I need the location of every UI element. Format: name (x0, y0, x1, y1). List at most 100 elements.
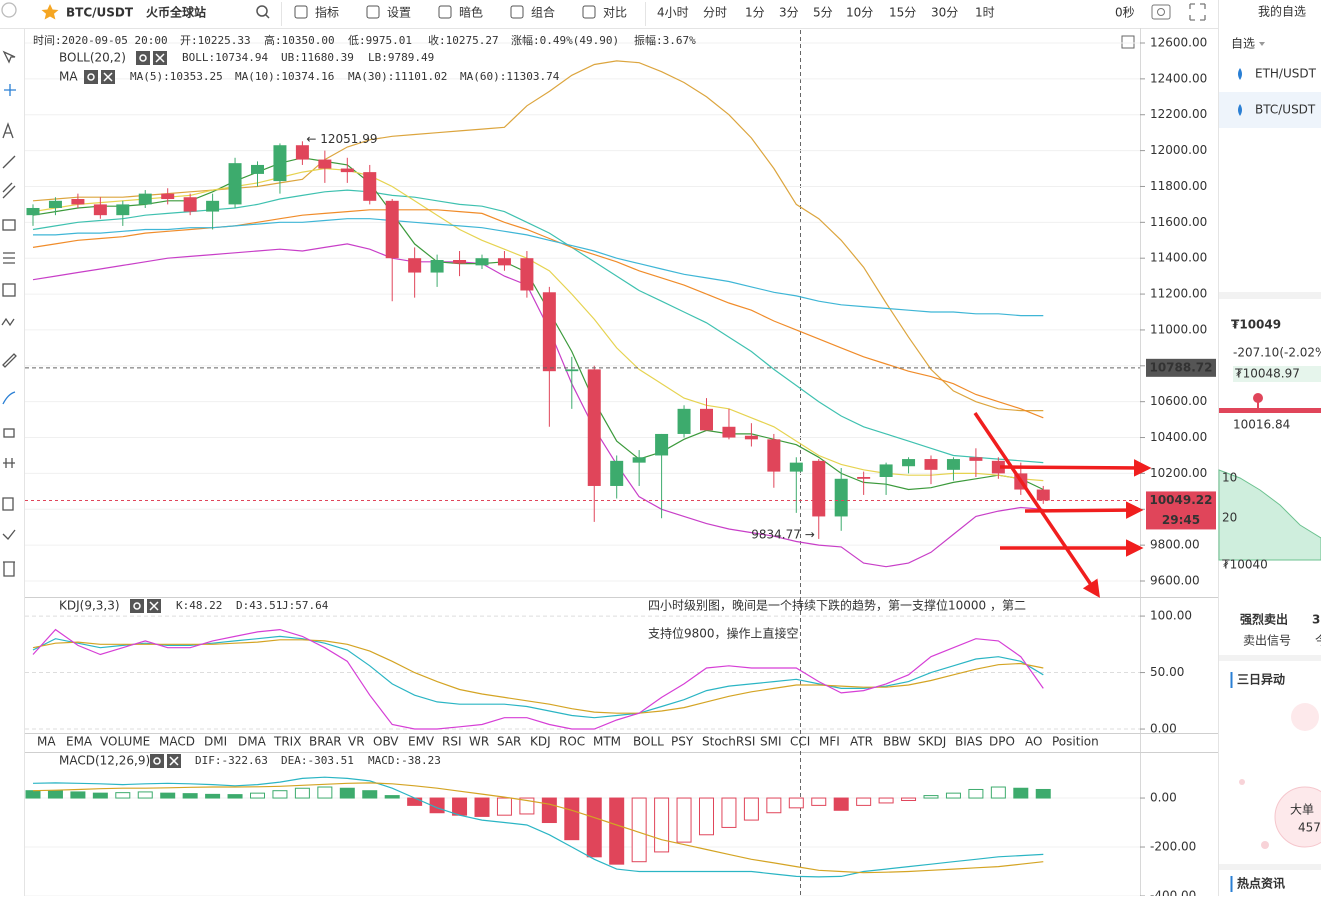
y-tick-label: 9600.00 (1150, 574, 1200, 588)
settings-icon[interactable] (136, 51, 150, 65)
indicator-tab[interactable]: ROC (559, 735, 585, 749)
indicator-tab[interactable]: BOLL (633, 735, 664, 749)
series-line (32, 243, 1044, 568)
toolbar-button[interactable]: 指标 (315, 5, 339, 20)
candle-body (655, 433, 669, 456)
camera-icon[interactable] (1151, 4, 1171, 20)
indicator-tab[interactable]: DPO (989, 735, 1015, 749)
settings-icon[interactable] (150, 754, 164, 768)
close-icon (169, 756, 179, 766)
tool-lock[interactable] (3, 428, 15, 438)
tool-cursor[interactable] (2, 50, 16, 64)
tool-channel[interactable] (2, 182, 16, 199)
indicator-tab[interactable]: KDJ (530, 735, 551, 749)
period-button[interactable]: 4小时 (657, 6, 689, 20)
indicator-tab[interactable]: MFI (819, 735, 840, 749)
indicator-tab[interactable]: DMI (204, 735, 227, 749)
bubble-value: 457 (1298, 821, 1321, 835)
indicator-tab[interactable]: BBW (883, 735, 911, 749)
pair-item[interactable]: BTC/USDT (1255, 103, 1316, 117)
period-button[interactable]: 3分 (779, 6, 799, 20)
indicator-tab[interactable]: BRAR (309, 735, 342, 749)
tool-ruler[interactable] (2, 353, 17, 368)
indicator-tab[interactable]: CCI (790, 735, 810, 749)
period-button[interactable]: 1分 (745, 6, 765, 20)
tool-magnet[interactable] (3, 458, 15, 468)
indicator-tab[interactable]: PSY (671, 735, 694, 749)
indicator-tab[interactable]: MTM (593, 735, 621, 749)
indicator-tab[interactable]: MA (37, 735, 56, 749)
toolbar-button[interactable]: 对比 (603, 6, 627, 20)
candle-body (520, 258, 534, 291)
expand-icon[interactable] (1121, 35, 1135, 49)
period-button[interactable]: 分时 (703, 6, 727, 20)
tool-text[interactable] (2, 122, 14, 139)
bubble (1239, 779, 1245, 785)
indicator-tab[interactable]: VR (348, 735, 365, 749)
sidebar-tab: 自选 (1231, 37, 1255, 51)
indicator-tab[interactable]: EMV (408, 735, 435, 749)
period-button[interactable]: 15分 (889, 6, 916, 20)
sidebar-gap (1219, 292, 1321, 299)
period-button[interactable]: 10分 (846, 6, 873, 20)
kdj-plot (32, 628, 1044, 730)
indicator-tab[interactable]: TRIX (273, 735, 301, 749)
indicator-tab[interactable]: BIAS (955, 735, 983, 749)
sidebar-gap (1219, 864, 1321, 870)
indicator-tab[interactable]: SKDJ (918, 735, 946, 749)
candle-body (206, 200, 220, 212)
toolbar-button[interactable]: 设置 (387, 6, 411, 20)
tool-brush[interactable] (2, 391, 16, 405)
indicator-tab[interactable]: DMA (238, 735, 267, 749)
y-tick-label: 10200.00 (1150, 466, 1207, 480)
macd-bar (766, 797, 782, 814)
settings-icon[interactable] (130, 599, 144, 613)
settings-icon (133, 602, 141, 610)
mini-label: ₮10040 (1222, 558, 1268, 572)
indicator-label: MACD(12,26,9) (59, 754, 150, 768)
pair-item[interactable]: ETH/USDT (1255, 67, 1317, 81)
indicator-tab[interactable]: VOLUME (100, 735, 150, 749)
candle-body (295, 145, 309, 160)
section-title: 三日异动 (1237, 673, 1285, 687)
tool-line[interactable] (2, 155, 16, 169)
search-icon[interactable] (256, 5, 268, 17)
legend-entry: MA(10):10374.16 (235, 70, 334, 83)
tool-grid[interactable] (2, 283, 16, 297)
y-tick-label: 11000.00 (1150, 322, 1207, 336)
indicator-tab[interactable]: AO (1025, 735, 1042, 749)
period-button[interactable]: 30分 (931, 6, 958, 20)
indicator-tab[interactable]: Position (1052, 735, 1099, 749)
indicator-tab[interactable]: SMI (760, 735, 782, 749)
indicator-tab[interactable]: OBV (373, 735, 399, 749)
candle-body (542, 292, 556, 372)
tool-wave[interactable] (1, 317, 15, 327)
toolbar-button[interactable]: 组合 (531, 5, 555, 20)
period-button[interactable]: 5分 (813, 6, 833, 20)
indicator-tab[interactable]: MACD (159, 735, 195, 749)
tool-crosshair[interactable] (4, 84, 16, 96)
tool-book[interactable] (2, 497, 14, 511)
tool-rect[interactable] (2, 219, 16, 231)
tool-delete[interactable] (3, 561, 15, 577)
tool-eye[interactable] (2, 529, 16, 540)
candle-body (587, 369, 601, 486)
settings-icon[interactable] (84, 70, 98, 84)
indicator-tab[interactable]: RSI (442, 735, 462, 749)
legend-entry: DIF:-322.63 (195, 754, 268, 767)
indicator-tab[interactable]: StochRSI (702, 735, 755, 749)
fullscreen-icon[interactable] (1189, 3, 1206, 21)
indicator-tab[interactable]: WR (469, 735, 489, 749)
mini-label: 10 (1222, 471, 1237, 485)
indicator-tab[interactable]: EMA (66, 735, 93, 749)
series-line (32, 167, 1044, 482)
favorite-star[interactable] (41, 4, 59, 20)
period-button[interactable]: 1时 (975, 6, 995, 20)
indicator-tab[interactable]: ATR (850, 735, 873, 749)
macd-bar (1013, 787, 1029, 799)
indicator-tab[interactable]: SAR (497, 735, 521, 749)
toolbar-button[interactable]: 暗色 (459, 5, 483, 20)
tool-fib[interactable] (3, 252, 15, 264)
candle-body (453, 259, 467, 264)
